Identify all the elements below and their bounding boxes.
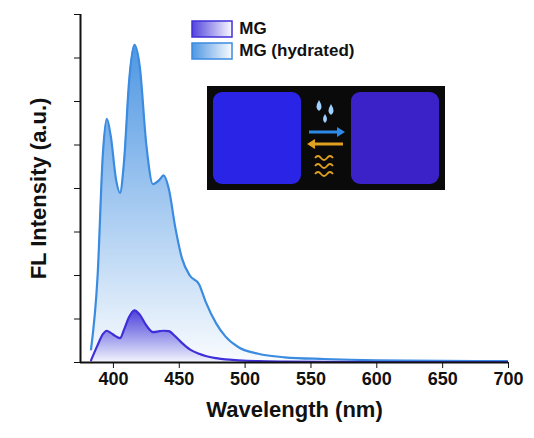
svg-text:650: 650 bbox=[428, 369, 458, 389]
svg-text:600: 600 bbox=[362, 369, 392, 389]
svg-text:Wavelength (nm): Wavelength (nm) bbox=[206, 397, 382, 422]
svg-text:450: 450 bbox=[164, 369, 194, 389]
svg-text:500: 500 bbox=[230, 369, 260, 389]
html-text:MG: MG bbox=[239, 19, 267, 38]
svg-text:550: 550 bbox=[296, 369, 326, 389]
svg-text:FL Intensity (a.u.): FL Intensity (a.u.) bbox=[26, 98, 51, 280]
svg-text:700: 700 bbox=[493, 369, 523, 389]
html-text:MG (hydrated): MG (hydrated) bbox=[239, 41, 355, 60]
svg-text:400: 400 bbox=[98, 369, 128, 389]
